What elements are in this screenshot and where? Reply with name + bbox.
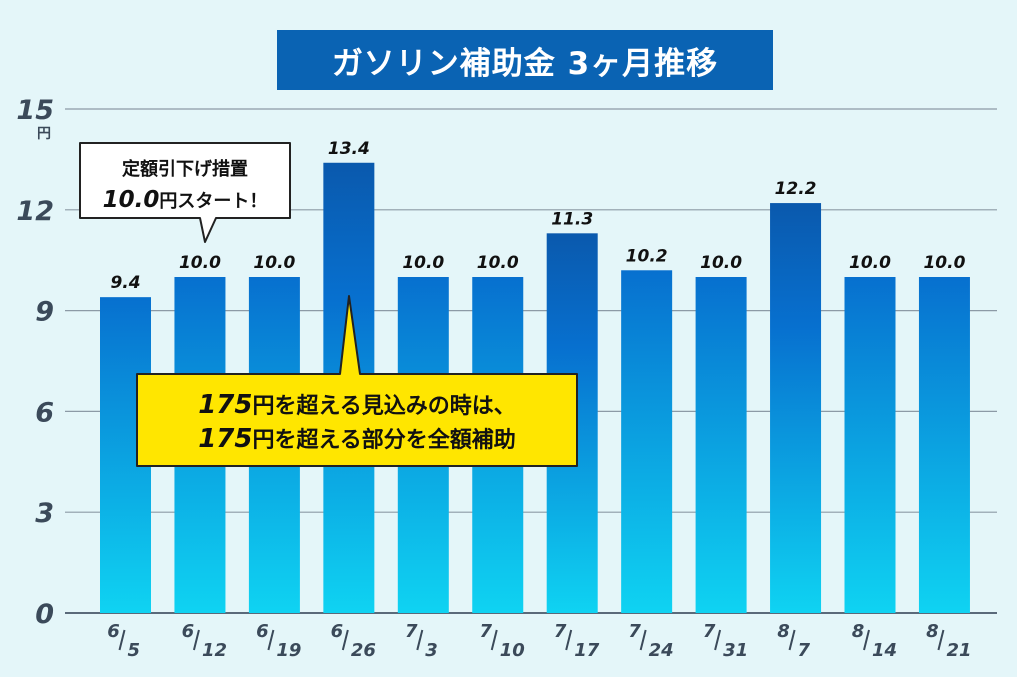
x-tick-label: 6 12 (182, 621, 227, 661)
x-tick-slash (639, 629, 647, 651)
x-tick-day: 31 (723, 640, 748, 661)
x-tick-month: 6 (256, 621, 269, 642)
data-label: 11.3 (551, 209, 593, 229)
x-tick-month: 6 (107, 621, 120, 642)
bar (918, 277, 970, 613)
x-tick-month: 6 (331, 621, 344, 642)
x-tick-month: 8 (926, 621, 939, 642)
callout-rule-line2-text: 円を超える部分を全額補助 (252, 427, 515, 453)
data-label: 10.0 (179, 253, 221, 273)
data-label: 9.4 (110, 273, 140, 293)
x-tick-slash (341, 629, 349, 651)
x-tick-label: 8 21 (926, 621, 971, 661)
data-label: 10.0 (253, 253, 295, 273)
y-tick-label: 3 (35, 498, 54, 529)
x-tick-slash (714, 629, 722, 651)
data-labels: 9.4 10.0 10.0 13.4 10.0 10.0 11.3 10.2 10.0 12.2 1… (110, 139, 965, 293)
y-tick-label: 12 (16, 196, 54, 227)
x-tick-day: 3 (425, 640, 438, 661)
x-tick-label: 7 10 (479, 621, 524, 661)
x-tick-label: 8 14 (852, 621, 897, 661)
data-label: 10.0 (849, 253, 891, 273)
x-tick-slash (118, 629, 126, 651)
callout-rule-line1-value: 175 (198, 390, 252, 420)
x-tick-slash (863, 629, 870, 651)
y-tick-label: 6 (35, 397, 54, 428)
x-tick-day: 7 (798, 640, 811, 661)
x-tick-label: 6 19 (256, 621, 301, 661)
x-tick-day: 21 (946, 640, 971, 661)
data-label: 12.2 (775, 179, 817, 199)
x-tick-day: 12 (202, 640, 227, 661)
x-tick-day: 19 (276, 640, 301, 661)
y-axis-ticks: 0 3 6 9 12 15円 (16, 95, 54, 630)
callout-start-line1: 定額引下げ措置 (122, 158, 248, 180)
y-tick-label: 0 (35, 599, 54, 630)
x-tick-month: 8 (852, 621, 865, 642)
y-tick-label: 9 (35, 297, 54, 328)
x-tick-slash (490, 629, 498, 651)
x-tick-month: 6 (182, 621, 195, 642)
bar (844, 277, 896, 613)
x-tick-slash (192, 629, 200, 651)
bar (695, 277, 747, 613)
x-tick-month: 7 (628, 621, 641, 642)
x-tick-month: 8 (777, 621, 790, 642)
data-label: 10.2 (626, 246, 668, 266)
callout-start-rest: 円スタート！ (159, 191, 267, 212)
x-tick-day: 17 (574, 640, 600, 661)
data-label: 10.0 (402, 253, 444, 273)
x-tick-slash (565, 629, 573, 651)
y-unit-label: 円 (37, 126, 51, 142)
y-tick-label: 15 (16, 95, 54, 126)
callout-rule-line1-text: 円を超える見込みの時は、 (252, 394, 515, 419)
callout-start-bubble (79, 142, 291, 243)
callout-start-line2: 10.0円スタート！ (103, 187, 268, 213)
x-tick-month: 7 (479, 621, 492, 642)
x-tick-month: 7 (554, 621, 567, 642)
x-tick-label: 87 (777, 621, 810, 661)
callout-start-value: 10.0 (103, 187, 160, 213)
callout-rule-box (136, 295, 578, 467)
bar (770, 203, 822, 613)
x-tick-slash (267, 629, 275, 651)
data-label: 10.0 (923, 253, 965, 273)
x-tick-label: 65 (107, 621, 140, 661)
data-label: 10.0 (700, 253, 742, 273)
data-label: 13.4 (328, 139, 370, 159)
x-tick-month: 7 (405, 621, 418, 642)
x-tick-day: 24 (649, 640, 674, 661)
x-tick-slash (416, 629, 424, 651)
x-tick-slash (937, 629, 945, 651)
x-tick-label: 7 31 (703, 621, 748, 661)
x-tick-month: 7 (703, 621, 716, 642)
x-tick-slash (788, 629, 796, 651)
callout-rule-line2: 175円を超える部分を全額補助 (198, 424, 516, 454)
x-tick-day: 10 (500, 640, 525, 661)
data-label: 10.0 (477, 253, 519, 273)
x-tick-label: 73 (405, 621, 438, 661)
x-tick-day: 14 (872, 640, 897, 661)
x-tick-day: 26 (351, 640, 376, 661)
x-tick-label: 6 26 (331, 621, 376, 661)
callout-rule-line1: 175円を超える見込みの時は、 (198, 390, 516, 420)
chart-title: ガソリン補助金 3ヶ月推移 (331, 45, 719, 82)
bar (621, 270, 673, 613)
callout-rule-line2-value: 175 (198, 424, 252, 454)
x-tick-day: 5 (128, 640, 141, 661)
chart-title-banner: ガソリン補助金 3ヶ月推移 (277, 30, 773, 90)
x-tick-label: 7 17 (554, 621, 600, 661)
x-tick-label: 7 24 (628, 621, 673, 661)
callouts: 定額引下げ措置10.0円スタート！175円を超える見込みの時は、175円を超える… (79, 142, 578, 467)
